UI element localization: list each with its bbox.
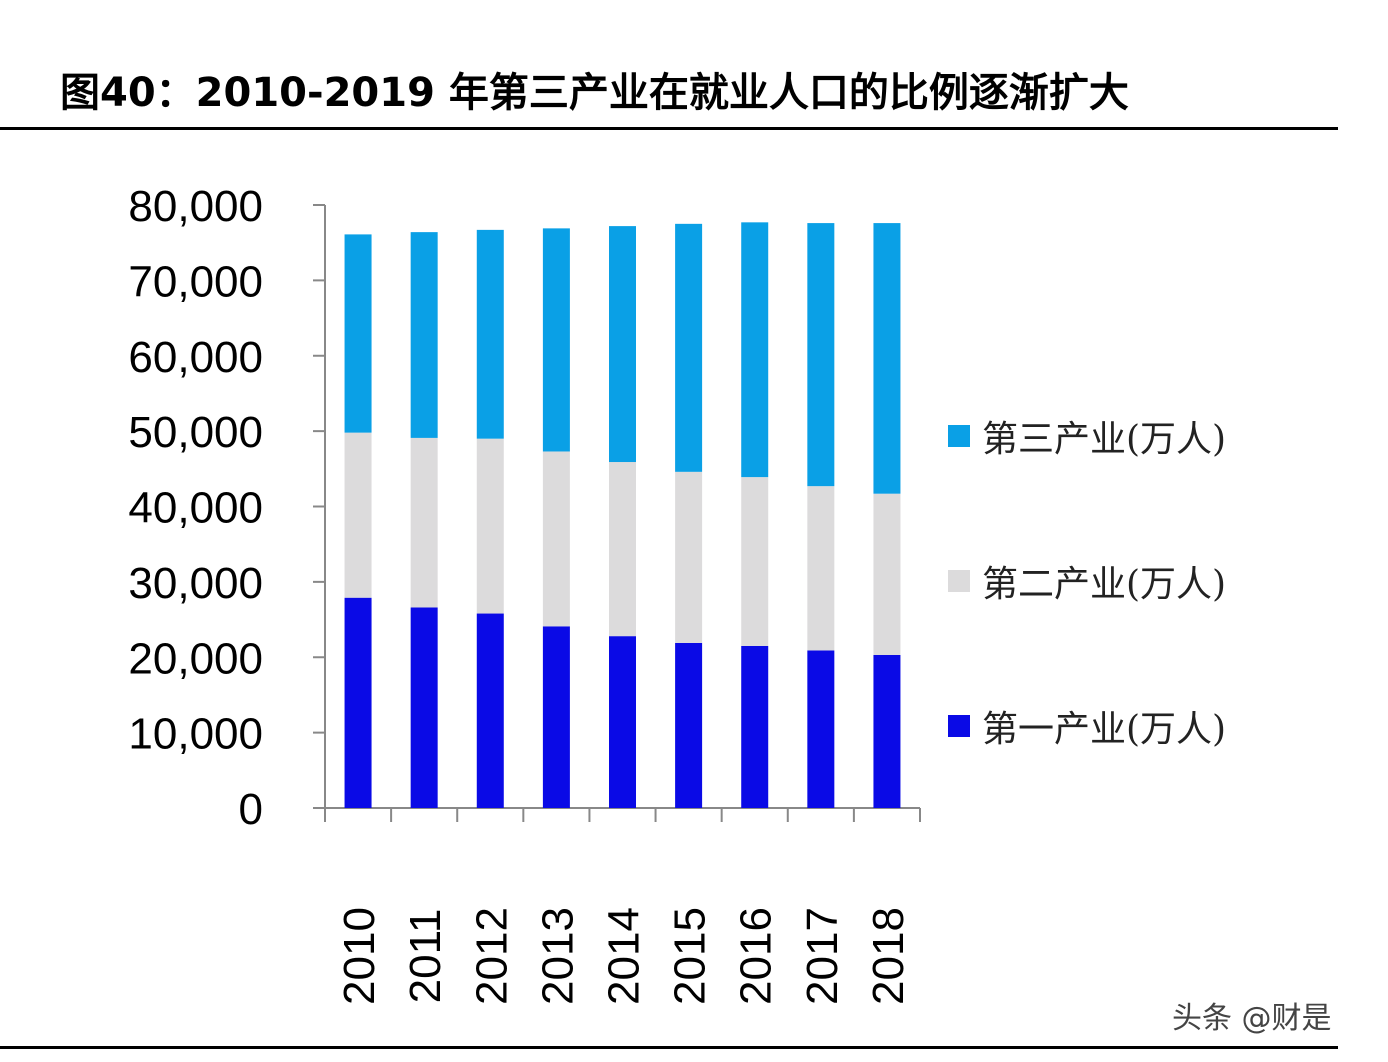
y-tick-label: 0 (239, 785, 263, 834)
bar-segment-2018-series-0 (873, 654, 901, 808)
bar-segment-2014-series-0 (609, 636, 636, 808)
bar-segment-2011-series-0 (410, 607, 438, 808)
bar-segment-2017-series-0 (807, 650, 835, 808)
bar-segment-2013-series-0 (542, 626, 570, 808)
bar-segment-2011-series-2 (410, 232, 438, 438)
bar-segment-2012-series-0 (476, 613, 504, 808)
x-tick-label: 2015 (666, 907, 715, 1005)
bar-segment-2016-series-2 (741, 222, 769, 478)
x-tick-label: 2010 (335, 907, 384, 1005)
bar-segment-2014-series-1 (609, 462, 636, 637)
bar-segment-2017-series-1 (807, 486, 835, 651)
x-tick-label: 2018 (864, 907, 913, 1005)
y-tick-label: 70,000 (128, 257, 263, 306)
bar-segment-2012-series-1 (476, 438, 504, 614)
y-tick-label: 20,000 (128, 634, 263, 683)
bar-segment-2010-series-1 (344, 432, 372, 598)
legend-swatch (948, 715, 970, 737)
bottom-divider (0, 1046, 1338, 1049)
legend-swatch (948, 425, 970, 447)
y-tick-label: 30,000 (128, 559, 263, 608)
legend-swatch (948, 570, 970, 592)
x-tick-label: 2014 (600, 907, 649, 1005)
legend-label: 第三产业(万人) (982, 419, 1227, 460)
bar-segment-2013-series-2 (542, 228, 570, 452)
chart-title: 图40：2010-2019 年第三产业在就业人口的比例逐渐扩大 (60, 70, 1129, 116)
bar-segment-2016-series-0 (741, 645, 769, 808)
bar-segment-2017-series-2 (807, 223, 835, 487)
watermark-text: 头条 @财是 (1172, 1001, 1332, 1036)
bar-segment-2011-series-1 (410, 437, 438, 608)
bar-segment-2010-series-2 (344, 234, 372, 433)
bar-segment-2016-series-1 (741, 477, 769, 646)
bar-segment-2012-series-2 (476, 229, 504, 439)
y-tick-label: 50,000 (128, 408, 263, 457)
bar-segment-2014-series-2 (609, 226, 636, 463)
x-tick-label: 2011 (401, 909, 450, 1004)
y-tick-label: 10,000 (128, 710, 263, 759)
bar-segment-2015-series-1 (675, 471, 703, 643)
y-tick-label: 40,000 (128, 484, 263, 533)
legend-item: 第二产业(万人) (948, 555, 1226, 607)
y-tick-label: 80,000 (128, 182, 263, 231)
bar-segment-2018-series-1 (873, 493, 901, 655)
legend-item: 第一产业(万人) (948, 700, 1226, 752)
bar-segment-2010-series-0 (344, 597, 372, 808)
bar-segment-2015-series-2 (675, 223, 703, 472)
legend-item: 第三产业(万人) (948, 410, 1226, 462)
legend-label: 第一产业(万人) (982, 709, 1227, 750)
bar-segment-2018-series-2 (873, 223, 901, 494)
x-tick-label: 2017 (798, 907, 847, 1005)
x-tick-label: 2012 (467, 907, 516, 1005)
title-divider (0, 127, 1338, 130)
y-tick-label: 60,000 (128, 333, 263, 382)
legend-label: 第二产业(万人) (982, 564, 1227, 605)
bar-segment-2015-series-0 (675, 642, 703, 808)
bar-segment-2013-series-1 (542, 451, 570, 627)
x-tick-label: 2016 (732, 907, 781, 1005)
x-tick-label: 2013 (533, 907, 582, 1005)
